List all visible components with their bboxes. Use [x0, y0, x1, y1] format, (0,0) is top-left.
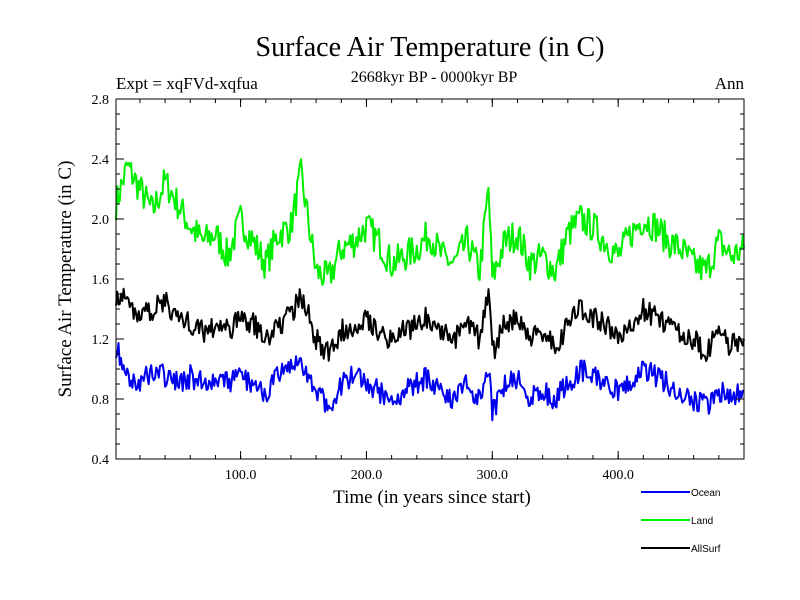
expt-label: Expt = xqFVd-xqfua — [116, 74, 258, 93]
chart-subtitle: 2668kyr BP - 0000kyr BP — [351, 69, 518, 86]
series-line-ocean — [115, 342, 745, 422]
x-tick-label: 100.0 — [225, 468, 257, 483]
x-axis-label: Time (in years since start) — [333, 487, 531, 508]
x-tick-label: 200.0 — [351, 468, 383, 483]
legend-label-land: Land — [691, 516, 713, 527]
chart-title: Surface Air Temperature (in C) — [256, 32, 605, 63]
legend-label-allsurf: AllSurf — [691, 544, 721, 555]
tick-labels-layer: 0.4 0.8 1.2 1.6 2.0 2.4 2.8 100.0 200.0 300.0 400.… — [92, 93, 634, 483]
series-line-land — [115, 158, 745, 286]
legend-label-ocean: Ocean — [691, 488, 720, 499]
season-label: Ann — [715, 74, 745, 93]
x-tick-label: 300.0 — [477, 468, 509, 483]
y-tick-label: 0.8 — [92, 393, 110, 408]
y-tick-label: 2.4 — [92, 153, 110, 168]
y-axis-label: Surface Air Temperature (in C) — [55, 161, 76, 398]
ticks-layer — [116, 98, 745, 460]
y-tick-label: 2.0 — [92, 213, 110, 228]
series-line-allsurf — [115, 287, 745, 363]
series-layer — [115, 158, 745, 422]
y-tick-label: 2.8 — [92, 93, 110, 108]
x-tick-label: 400.0 — [602, 468, 634, 483]
y-tick-label: 1.6 — [92, 273, 110, 288]
y-tick-label: 0.4 — [92, 453, 110, 468]
plot-frame — [115, 98, 745, 460]
y-tick-label: 1.2 — [92, 333, 110, 348]
legend: Ocean Land AllSurf — [641, 488, 721, 555]
